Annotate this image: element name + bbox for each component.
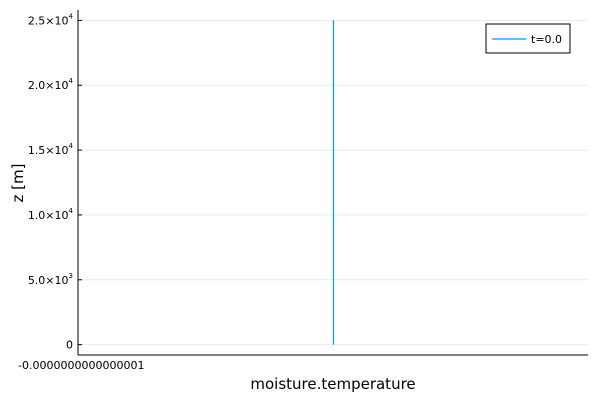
y-tick-label: 1.0×104 [28,207,74,222]
legend: t=0.0 [485,23,571,54]
y-tick-label: 5.0×103 [28,272,73,287]
y-tick-label: 2.5×104 [28,12,74,27]
legend-label-t0: t=0.0 [531,33,562,46]
y-axis-label: z [m] [9,164,27,203]
y-tick-label: 1.5×104 [28,142,74,157]
y-tick-label: 0 [66,339,73,352]
axes [77,10,588,356]
y-tick-labels: 0 5.0×103 1.0×104 1.5×104 2.0×104 2.5×104 [28,12,82,352]
x-axis-label: moisture.temperature [250,375,415,393]
y-tick-label: 2.0×104 [28,77,74,92]
x-tick-label: -0.0000000000000001 [18,359,144,372]
x-tick-labels: -0.0000000000000001 [18,359,144,372]
